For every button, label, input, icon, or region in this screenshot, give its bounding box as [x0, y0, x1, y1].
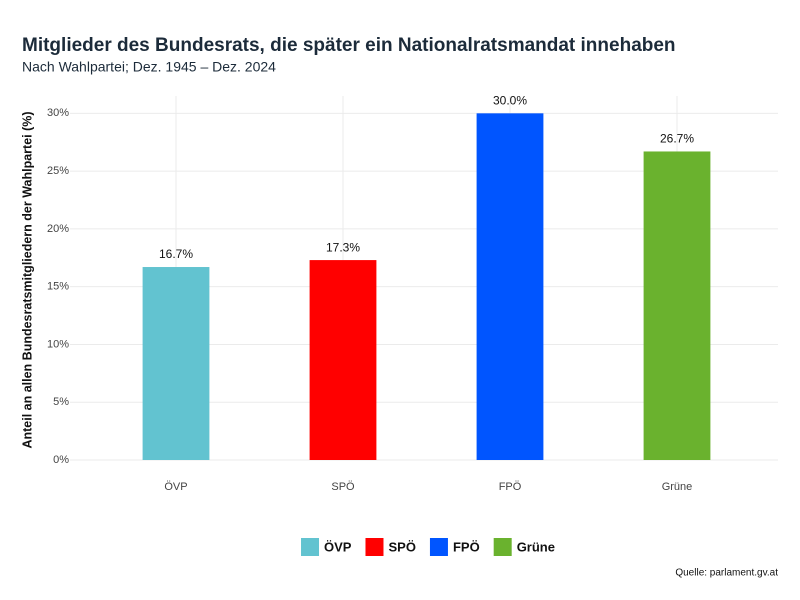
legend-swatch: [493, 538, 512, 556]
y-tick-label: 5%: [53, 396, 69, 408]
legend-label: FPÖ: [453, 539, 480, 554]
legend-swatch: [301, 538, 320, 556]
x-tick-label: Grüne: [662, 481, 693, 493]
legend: ÖVP SPÖ FPÖ Grüne: [301, 538, 555, 556]
bar: [142, 267, 210, 460]
bar: [309, 260, 377, 460]
legend-label: Grüne: [517, 539, 555, 554]
legend-swatch: [365, 538, 384, 556]
legend-label: ÖVP: [324, 539, 352, 554]
y-axis-title: Anteil an allen Bundesratsmitgliedern de…: [20, 111, 34, 448]
y-tick-label: 20%: [47, 223, 69, 235]
y-tick-label: 15%: [47, 281, 69, 293]
x-tick-label: FPÖ: [499, 481, 522, 493]
y-tick-label: 10%: [47, 338, 69, 350]
y-tick-label: 0%: [53, 454, 69, 466]
y-tick-label: 25%: [47, 165, 69, 177]
value-label: 16.7%: [159, 247, 193, 261]
source: Quelle: parlament.gv.at: [675, 568, 778, 579]
x-tick-label: ÖVP: [164, 481, 187, 493]
chart-subtitle: Nach Wahlpartei; Dez. 1945 – Dez. 2024: [22, 59, 276, 75]
bar: [476, 113, 544, 460]
value-label: 26.7%: [660, 132, 694, 146]
legend-swatch: [429, 538, 448, 556]
value-label: 30.0%: [493, 94, 527, 108]
x-tick-label: SPÖ: [331, 481, 355, 493]
value-label: 17.3%: [326, 240, 360, 254]
legend-label: SPÖ: [388, 539, 415, 554]
y-tick-label: 30%: [47, 107, 69, 119]
chart-title: Mitglieder des Bundesrats, die später ei…: [22, 35, 676, 56]
bar: [643, 151, 711, 460]
